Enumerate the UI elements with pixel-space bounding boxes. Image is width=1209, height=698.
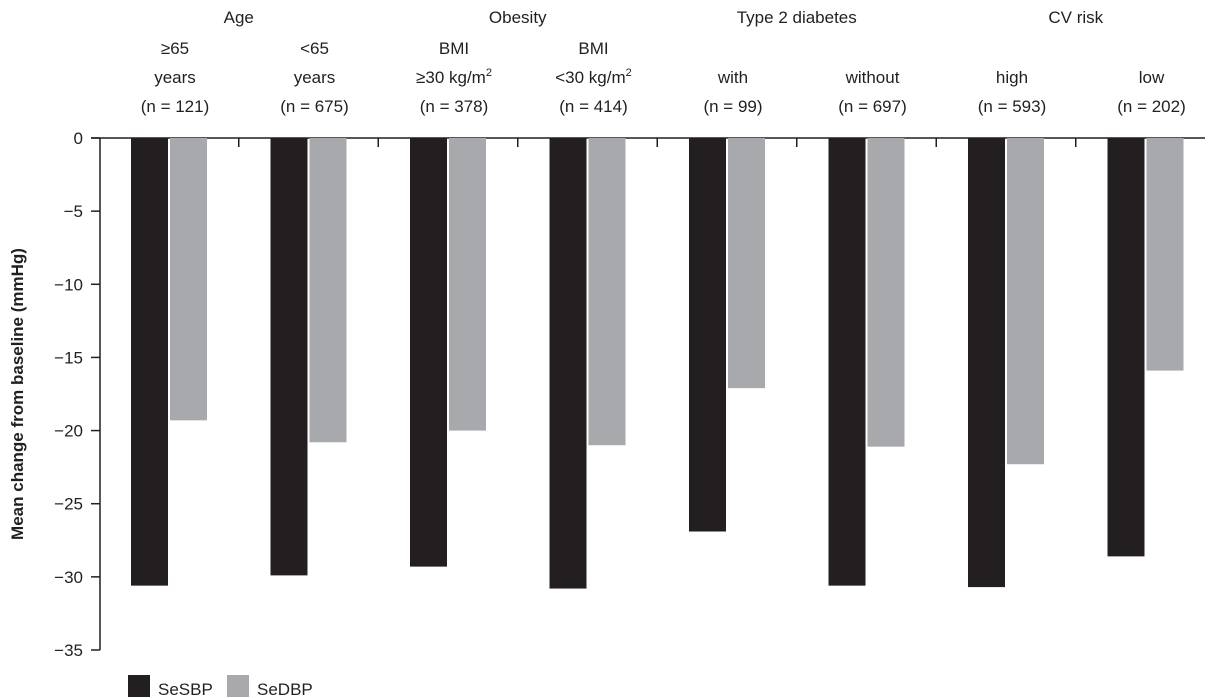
bar-sedbp: [588, 138, 626, 446]
bar-sesbp: [270, 138, 308, 576]
group-label: Obesity: [489, 8, 547, 27]
group-label: CV risk: [1048, 8, 1103, 27]
y-tick-label: −30: [54, 568, 83, 587]
category-n-label: (n = 378): [420, 97, 489, 116]
category-n-label: (n = 414): [559, 97, 628, 116]
bar-sedbp: [728, 138, 765, 389]
bar-sedbp: [309, 138, 347, 443]
legend-swatch-sesbp: [128, 675, 150, 697]
y-tick-label: −20: [54, 422, 83, 441]
legend-label-sedbp: SeDBP: [257, 680, 313, 698]
y-tick-label: −35: [54, 641, 83, 660]
legend-swatch-sedbp: [227, 675, 249, 697]
category-label-line1: <65: [300, 39, 329, 58]
bar-sedbp: [1146, 138, 1184, 371]
bar-sesbp: [968, 138, 1005, 588]
bar-sesbp: [1107, 138, 1145, 557]
group-label: Type 2 diabetes: [737, 8, 857, 27]
category-label-line2: years: [294, 68, 336, 87]
bar-sedbp: [1007, 138, 1044, 465]
y-tick-label: −15: [54, 348, 83, 367]
y-axis-title: Mean change from baseline (mmHg): [8, 248, 27, 540]
category-label-line2: with: [717, 68, 748, 87]
bar-sesbp: [549, 138, 587, 589]
category-label-line2: without: [845, 68, 900, 87]
category-n-label: (n = 202): [1117, 97, 1186, 116]
category-n-label: (n = 99): [703, 97, 762, 116]
category-n-label: (n = 675): [280, 97, 349, 116]
bar-sesbp: [410, 138, 447, 567]
category-label-line1: ≥65: [161, 39, 189, 58]
category-n-label: (n = 121): [141, 97, 210, 116]
y-tick-label: −10: [54, 275, 83, 294]
group-label: Age: [224, 8, 254, 27]
bar-sedbp: [449, 138, 486, 431]
category-label-line1: BMI: [439, 39, 469, 58]
bar-sedbp: [170, 138, 207, 421]
y-tick-label: −25: [54, 495, 83, 514]
category-label-line2: <30 kg/m2: [555, 67, 632, 87]
category-label-line2: low: [1139, 68, 1165, 87]
bar-sesbp: [828, 138, 866, 586]
bar-sedbp: [867, 138, 905, 447]
bar-sesbp: [689, 138, 726, 532]
legend-label-sesbp: SeSBP: [158, 680, 213, 698]
category-label-line2: high: [996, 68, 1028, 87]
y-tick-label: −5: [64, 202, 83, 221]
category-label-line2: ≥30 kg/m2: [416, 67, 492, 87]
y-tick-label: 0: [74, 129, 83, 148]
category-label-line1: BMI: [578, 39, 608, 58]
bar-sesbp: [131, 138, 168, 586]
category-label-line2: years: [154, 68, 196, 87]
category-n-label: (n = 593): [978, 97, 1047, 116]
category-n-label: (n = 697): [838, 97, 907, 116]
